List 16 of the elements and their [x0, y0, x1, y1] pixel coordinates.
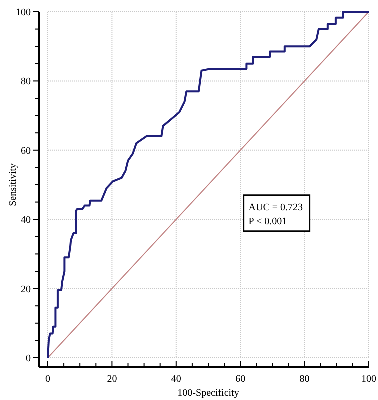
y-tick-label: 60 — [21, 146, 31, 157]
x-tick-label: 0 — [46, 374, 50, 385]
x-axis-title: 100-Specificity — [178, 388, 240, 399]
x-tick-label: 80 — [300, 374, 310, 385]
y-tick-label: 80 — [21, 76, 31, 88]
x-tick-label: 40 — [171, 374, 182, 385]
x-tick-label: 20 — [107, 374, 118, 385]
y-tick-label: 100 — [16, 8, 31, 18]
y-axis-title: Sensitivity — [8, 164, 19, 206]
y-tick-label: 0 — [26, 354, 31, 364]
x-tick-label: 60 — [236, 374, 246, 385]
annotation: AUC = 0.723 — [248, 202, 304, 214]
annotation: P < 0.001 — [248, 216, 288, 228]
y-tick-label: 20 — [21, 284, 31, 296]
x-tick-label: 100 — [362, 374, 376, 385]
y-tick-label: 40 — [21, 215, 31, 226]
